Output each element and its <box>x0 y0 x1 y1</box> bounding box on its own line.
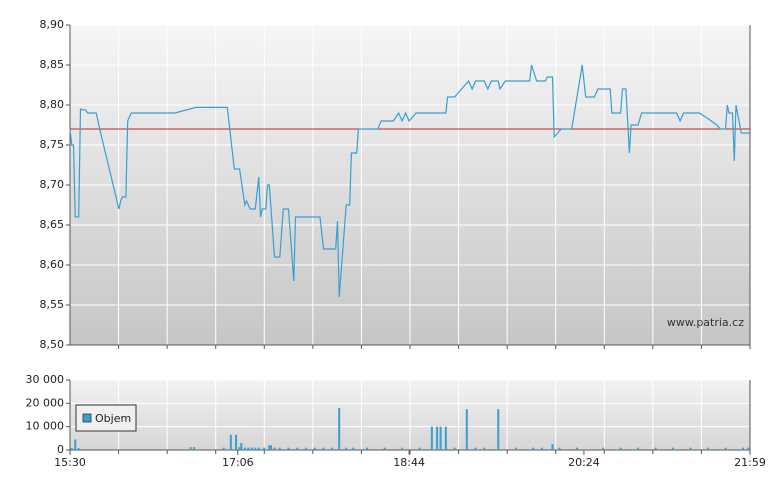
y-tick-label: 8,60 <box>40 258 65 271</box>
y-tick-label: 20 000 <box>26 396 65 409</box>
volume-bar <box>268 445 271 450</box>
volume-bar <box>254 447 257 450</box>
volume-bar <box>483 447 486 450</box>
volume-bar <box>724 447 727 450</box>
volume-bar <box>540 447 543 450</box>
volume-bar <box>602 447 605 450</box>
y-tick-label: 30 000 <box>26 373 65 386</box>
volume-bar <box>575 447 578 450</box>
volume-bar <box>70 448 73 450</box>
volume-bar <box>189 447 192 450</box>
volume-bar <box>383 447 386 450</box>
volume-bar <box>338 408 341 450</box>
volume-bar <box>436 426 439 450</box>
volume-bar <box>313 447 316 450</box>
volume-bar <box>497 409 500 450</box>
y-tick-label: 8,80 <box>40 98 65 111</box>
volume-bar <box>74 439 77 450</box>
volume-bar <box>418 447 421 450</box>
volume-bar <box>193 447 196 450</box>
volume-bar <box>672 447 675 450</box>
y-tick-label: 8,90 <box>40 18 65 31</box>
volume-bar <box>77 448 80 450</box>
volume-bar <box>352 447 355 450</box>
x-tick-label: 20:24 <box>568 456 600 469</box>
x-tick-label: 21:59 <box>734 456 766 469</box>
volume-bar <box>240 443 243 450</box>
y-tick-label: 8,65 <box>40 218 65 231</box>
volume-bar <box>689 447 692 450</box>
volume-bar <box>250 447 253 450</box>
volume-bar <box>401 447 404 450</box>
y-tick-label: 8,85 <box>40 58 65 71</box>
watermark: www.patria.cz <box>667 316 744 329</box>
y-tick-label: 0 <box>57 443 64 456</box>
volume-bar <box>322 447 325 450</box>
volume-bar <box>514 447 517 450</box>
volume-bar <box>637 447 640 450</box>
volume-bar <box>444 426 447 450</box>
y-tick-label: 10 000 <box>26 420 65 433</box>
volume-bar <box>551 444 554 450</box>
y-tick-label: 8,55 <box>40 298 65 311</box>
volume-bar <box>270 445 273 450</box>
volume-bar <box>273 447 276 450</box>
volume-bar <box>278 447 281 450</box>
volume-bar <box>222 447 225 450</box>
volume-bar <box>229 434 232 450</box>
volume-bar <box>707 447 710 450</box>
volume-bar <box>263 447 266 450</box>
legend-swatch <box>82 413 92 423</box>
y-tick-label: 8,50 <box>40 338 65 351</box>
x-tick-label: 15:30 <box>54 456 86 469</box>
volume-bar <box>474 447 477 450</box>
volume-bar <box>235 434 238 450</box>
y-tick-label: 8,75 <box>40 138 65 151</box>
volume-bar <box>465 409 468 450</box>
x-tick-label: 17:06 <box>222 456 254 469</box>
volume-bar <box>430 426 433 450</box>
volume-bar <box>238 447 241 450</box>
volume-bar <box>345 447 348 450</box>
volume-bar <box>287 447 290 450</box>
volume-bar <box>558 447 561 450</box>
volume-bar <box>439 426 442 450</box>
volume-bar <box>366 447 369 450</box>
volume-bar <box>243 447 246 450</box>
price-line <box>69 64 750 298</box>
volume-bar <box>532 447 535 450</box>
volume-bar <box>304 447 307 450</box>
volume-bar <box>257 447 260 450</box>
legend-label: Objem <box>95 412 131 425</box>
volume-bar <box>331 447 334 450</box>
volume-bar <box>742 447 745 450</box>
volume-bar <box>296 447 299 450</box>
volume-bar <box>654 447 657 450</box>
y-tick-label: 8,70 <box>40 178 65 191</box>
volume-bar <box>453 447 456 450</box>
volume-bar <box>619 447 622 450</box>
volume-bar <box>747 447 750 450</box>
volume-bar <box>247 447 250 450</box>
x-tick-label: 18:44 <box>393 456 425 469</box>
